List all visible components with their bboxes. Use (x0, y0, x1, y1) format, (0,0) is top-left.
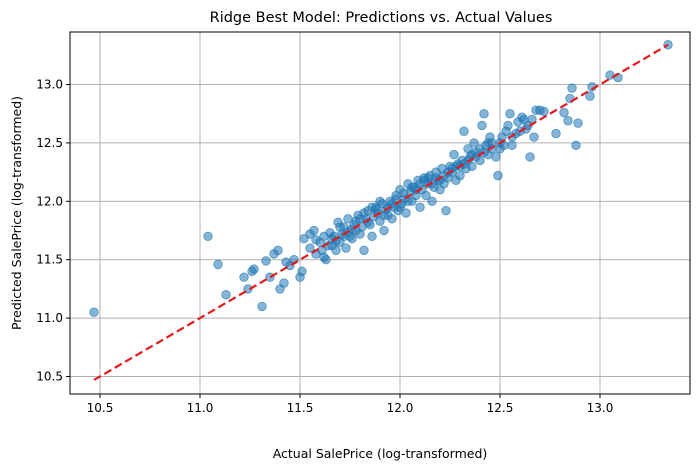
data-point (551, 128, 561, 139)
data-point (335, 222, 345, 232)
data-point (421, 190, 431, 201)
x-axis-ticks: 10.5 11.0 11.5 12.0 12.5 13.0 (87, 394, 614, 415)
data-point (491, 152, 501, 162)
x-tick-label: 10.5 (87, 401, 114, 415)
data-point (221, 290, 231, 300)
reference-line-group (93, 43, 669, 381)
data-point (375, 196, 385, 207)
data-point (249, 264, 259, 274)
y-axis-label: Predicted SalePrice (log-transformed) (9, 96, 24, 330)
data-point (415, 202, 425, 212)
data-point (89, 307, 99, 317)
data-point (459, 126, 469, 136)
data-point (503, 120, 513, 131)
data-point (379, 210, 389, 221)
data-points (89, 40, 673, 317)
data-point (355, 214, 365, 224)
y-tick-label: 11.5 (36, 253, 63, 267)
x-tick-label: 11.0 (187, 401, 214, 415)
data-point (571, 140, 581, 150)
x-tick-label: 12.0 (387, 401, 414, 415)
data-point (261, 256, 271, 266)
data-point (341, 243, 351, 253)
data-point (455, 170, 465, 181)
data-point (505, 109, 515, 119)
x-tick-label: 11.5 (287, 401, 314, 415)
reference-line (93, 43, 669, 381)
data-point (305, 243, 315, 253)
data-point (469, 138, 479, 148)
y-tick-label: 10.5 (36, 369, 63, 383)
data-point (539, 106, 549, 117)
data-point (387, 214, 397, 224)
data-point (257, 301, 267, 312)
data-point (563, 116, 573, 126)
data-point (525, 152, 535, 162)
data-point (395, 202, 405, 212)
data-point (203, 231, 213, 242)
data-point (529, 132, 539, 142)
data-point (297, 266, 307, 277)
data-point (467, 149, 477, 160)
data-point (273, 245, 283, 256)
data-point (419, 175, 429, 186)
data-point (359, 245, 369, 256)
y-tick-label: 11.0 (36, 311, 63, 325)
data-point (559, 107, 569, 118)
data-point (479, 109, 489, 119)
data-point (567, 83, 577, 93)
plot-frame (69, 31, 691, 395)
data-point (507, 140, 517, 150)
data-point (321, 255, 331, 265)
data-point (311, 235, 321, 245)
data-point (371, 204, 381, 215)
x-axis-label: Actual SalePrice (log-transformed) (273, 446, 488, 461)
y-tick-label: 12.0 (36, 194, 63, 208)
data-point (449, 149, 459, 160)
data-point (239, 272, 249, 282)
data-point (441, 205, 451, 216)
data-point (427, 196, 437, 207)
data-point (279, 278, 289, 288)
data-point (213, 259, 223, 270)
data-point (399, 188, 409, 198)
data-point (367, 231, 377, 242)
data-point (477, 120, 487, 131)
data-point (339, 231, 349, 242)
y-axis-ticks: 10.5 11.0 11.5 12.0 12.5 13.0 (36, 78, 70, 383)
data-point (573, 118, 583, 128)
data-point (493, 170, 503, 181)
y-tick-label: 13.0 (36, 78, 63, 92)
data-point (585, 91, 595, 101)
data-point (305, 229, 315, 239)
x-tick-label: 13.0 (587, 401, 614, 415)
data-point (475, 144, 485, 154)
y-tick-label: 12.5 (36, 136, 63, 150)
data-point (483, 138, 493, 148)
chart-title: Ridge Best Model: Predictions vs. Actual… (210, 10, 553, 26)
x-tick-label: 12.5 (487, 401, 514, 415)
data-point (379, 225, 389, 236)
data-point (319, 231, 329, 242)
data-point (401, 208, 411, 218)
